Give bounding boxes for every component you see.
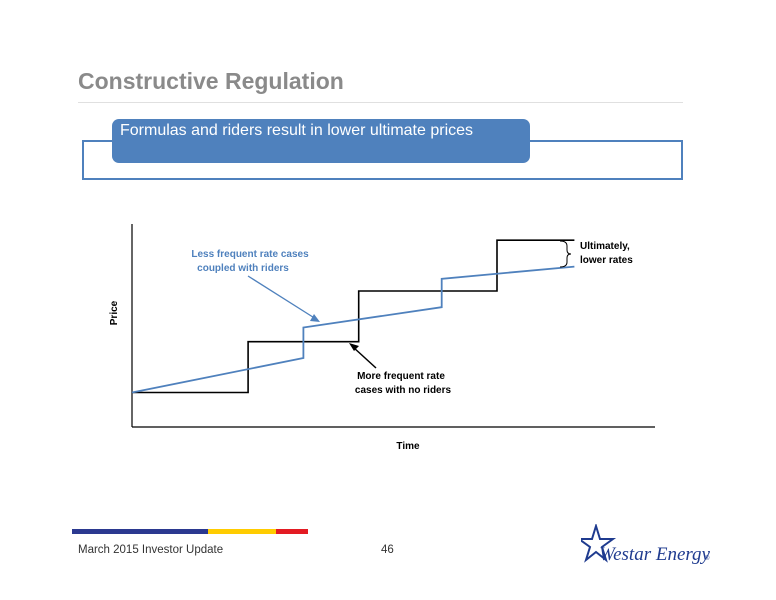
annotation-ultimately: Ultimately, lower rates: [559, 240, 633, 268]
no-riders-arrow-head: [349, 343, 359, 351]
x-axis-label: Time: [396, 441, 420, 452]
series-line-with-riders: [131, 265, 575, 394]
footer-text: March 2015 Investor Update: [78, 544, 224, 556]
callout-box: Formulas and riders result in lower ulti…: [112, 119, 530, 163]
page-number: 46: [381, 544, 394, 556]
annotation-ultimately-line2: lower rates: [580, 255, 633, 266]
logo-text: Westar Energy: [599, 544, 711, 565]
y-axis-label: Price: [109, 300, 120, 325]
annotation-riders: Less frequent rate cases coupled with ri…: [191, 249, 320, 322]
no-riders-arrow-line: [352, 346, 377, 369]
annotation-no-riders-line1: More frequent rate: [357, 371, 445, 382]
riders-arrow-head: [310, 314, 320, 322]
star-icon: [581, 524, 617, 563]
riders-arrow-line: [247, 275, 317, 320]
series-line-frequent-cases: [132, 239, 575, 394]
logo-registered-mark: ®: [705, 555, 710, 562]
annotation-no-riders-line2: cases with no riders: [355, 385, 452, 396]
westar-energy-logo: Westar Energy ®: [581, 524, 711, 565]
footer-bar-yellow: [208, 529, 276, 534]
title-divider: [78, 102, 683, 103]
annotation-ultimately-line1: Ultimately,: [580, 241, 630, 252]
brace: [559, 240, 572, 268]
annotation-no-riders: More frequent rate cases with no riders: [349, 343, 452, 396]
page-title: Constructive Regulation: [78, 68, 344, 94]
footer-bar-red: [276, 529, 308, 534]
annotation-riders-line1: Less frequent rate cases: [191, 249, 309, 260]
annotation-riders-line2: coupled with riders: [197, 263, 289, 274]
footer-bar-blue: [72, 529, 208, 534]
